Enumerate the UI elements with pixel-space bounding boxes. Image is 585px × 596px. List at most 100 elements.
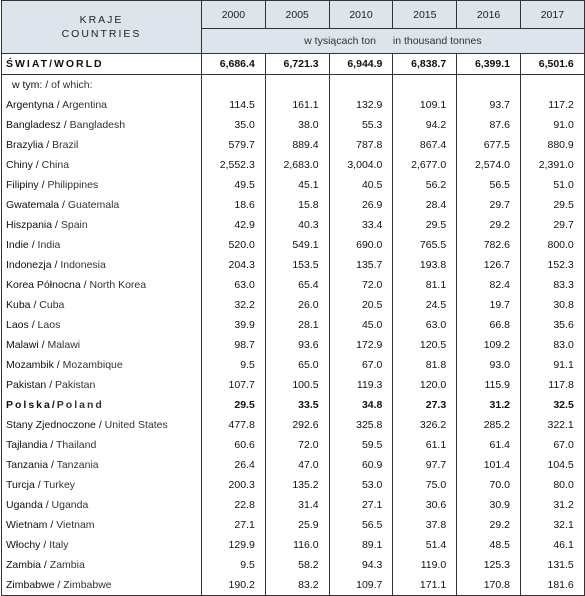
country-name-pl: Chiny [6,159,33,171]
value-cell: 2,552.3 [201,155,266,175]
value-cell: 83.2 [265,575,330,596]
country-name-pl: Mozambik [6,359,54,371]
value-cell: 29.5 [392,215,458,235]
value-cell: 81.1 [392,275,458,295]
country-name: Laos / Laos [1,315,202,335]
value-cell: 153.5 [265,255,330,275]
value-cell: 800.0 [520,235,585,255]
table-row: Filipiny / Philippines 49.5 45.1 40.5 56.2 56… [1,175,585,195]
value-cell: 51.4 [392,535,458,555]
value-cell: 83.3 [520,275,585,295]
country-name: Gwatemala / Guatemala [1,195,202,215]
value-cell: 37.8 [392,515,458,535]
country-name: Uganda / Uganda [1,495,202,515]
country-name-pl: Bangladesz [6,119,61,131]
country-name-en: Argentina [62,99,108,111]
table-row: Argentyna / Argentina 114.5 161.1 132.9 109.… [1,95,585,115]
value-cell: 104.5 [520,455,585,475]
country-name: Turcja / Turkey [1,475,202,495]
value-cell: 101.4 [456,455,521,475]
value-cell: 27.1 [329,495,394,515]
value-cell: 31.2 [520,495,585,515]
country-name-en: Zimbabwe [63,579,112,591]
year-header: 2015 [392,0,458,29]
value-cell: 129.9 [201,535,266,555]
country-name-pl: Tajlandia [6,439,48,451]
value-cell: 63.0 [392,315,458,335]
value-cell: 72.0 [329,275,394,295]
country-name-en: Vietnam [56,519,95,531]
world-label-en: WORLD [53,58,104,70]
value-cell: 93.0 [456,355,521,375]
country-name: Tanzania / Tanzania [1,455,202,475]
value-cell: 690.0 [329,235,394,255]
country-name-en: Cuba [39,299,65,311]
value-cell: 29.7 [456,195,521,215]
value-cell: 80.0 [520,475,585,495]
value-cell: 30.6 [392,495,458,515]
value-cell: 93.6 [265,335,330,355]
country-name-pl: Malawi [6,339,39,351]
value-cell: 65.0 [265,355,330,375]
value-cell: 109.1 [392,95,458,115]
value-cell: 40.5 [329,175,394,195]
value-cell: 132.9 [329,95,394,115]
table-row: Korea Północna / North Korea 63.0 65.4 72.0… [1,275,585,295]
value-cell: 56.2 [392,175,458,195]
value-cell: 94.2 [392,115,458,135]
value-cell: 181.6 [520,575,585,596]
country-name-en: Turkey [43,479,76,491]
table-row: Polska/Poland 29.5 33.5 34.8 27.3 31.2 32.5 [1,395,585,415]
value-cell: 115.9 [456,375,521,395]
country-name-pl: Filipiny [6,179,39,191]
year-header: 2016 [456,0,521,29]
value-cell: 107.7 [201,375,266,395]
value-cell: 61.4 [456,435,521,455]
value-cell: 787.8 [329,135,394,155]
value-cell: 117.8 [520,375,585,395]
value-cell: 33.5 [265,395,330,415]
world-label: ŚWIAT/WORLD [1,53,202,75]
world-row: ŚWIAT/WORLD 6,686.4 6,721.3 6,944.9 6,83… [1,53,585,75]
world-value: 6,399.1 [456,53,521,75]
value-cell: 56.5 [456,175,521,195]
value-cell: 119.0 [392,555,458,575]
country-name: Włochy / Italy [1,535,202,555]
world-label-pl: ŚWIAT [6,58,50,70]
country-name: Tajlandia / Thailand [1,435,202,455]
value-cell: 32.5 [520,395,585,415]
value-cell: 782.6 [456,235,521,255]
table-row: Brazylia / Brazil 579.7 889.4 787.8 867.4 677… [1,135,585,155]
country-name: Korea Północna / North Korea [1,275,202,295]
value-cell: 677.5 [456,135,521,155]
country-name-pl: Argentyna [6,99,54,111]
value-cell: 520.0 [201,235,266,255]
country-name-en: Uganda [51,499,89,511]
value-cell: 67.0 [520,435,585,455]
country-column-header: KRAJE COUNTRIES [1,0,202,54]
country-name: Polska/Poland [1,395,202,415]
value-cell: 880.9 [520,135,585,155]
world-value: 6,721.3 [265,53,330,75]
value-cell: 29.5 [520,195,585,215]
table-row: Malawi / Malawi 98.7 93.6 172.9 120.5 109.2 83… [1,335,585,355]
value-cell: 22.8 [201,495,266,515]
value-cell: 89.1 [329,535,394,555]
value-cell: 477.8 [201,415,266,435]
country-name-en: India [37,239,61,251]
value-cell: 326.2 [392,415,458,435]
value-cell: 59.5 [329,435,394,455]
country-name-en: Brazil [52,139,79,151]
value-cell: 40.3 [265,215,330,235]
value-cell: 60.9 [329,455,394,475]
value-cell: 28.1 [265,315,330,335]
country-name: Wietnam / Vietnam [1,515,202,535]
country-name-en: Tanzania [56,459,99,471]
country-name-en: Poland [56,399,104,411]
value-cell: 28.4 [392,195,458,215]
value-cell: 109.2 [456,335,521,355]
value-cell: 39.9 [201,315,266,335]
value-cell: 120.5 [392,335,458,355]
country-name-pl: Tanzania [6,459,49,471]
